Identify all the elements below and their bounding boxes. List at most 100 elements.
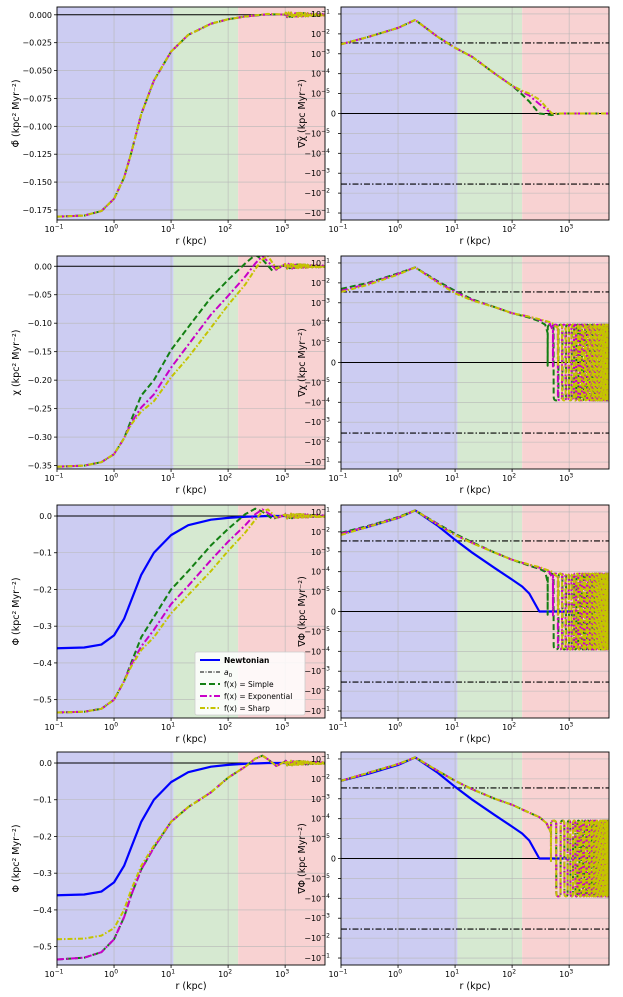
y-axis-label: χ (kpc² Myr⁻²) xyxy=(11,329,22,395)
y-tick-label-base: 10 xyxy=(311,755,321,764)
y-tick-label: −10−3 xyxy=(304,168,330,179)
x-tick-label-base: 10 xyxy=(104,723,114,732)
x-tick-label: 100 xyxy=(388,473,402,484)
y-tick-label-exp: −1 xyxy=(321,257,330,264)
plot-frame xyxy=(56,504,326,719)
x-tick-label: 102 xyxy=(218,473,232,484)
y-tick-label-exp: −1 xyxy=(321,506,330,513)
y-tick-label: −0.1 xyxy=(33,796,52,805)
y-tick-label-base: −10 xyxy=(304,438,321,447)
plot-frame xyxy=(340,504,610,719)
y-tick-label: −10−4 xyxy=(304,893,330,904)
x-tick-label: 10−1 xyxy=(328,473,347,484)
x-tick-label-exp: 2 xyxy=(228,969,232,976)
y-tick-label: 0.0 xyxy=(39,512,52,521)
x-tick-label: 10−1 xyxy=(44,969,63,980)
region-outer xyxy=(238,752,325,965)
y-tick-label: 10−4 xyxy=(311,68,330,79)
x-tick-label: 101 xyxy=(445,969,459,980)
x-tick-label-base: 10 xyxy=(388,723,398,732)
y-tick-label: −0.1 xyxy=(33,549,52,558)
y-tick-label-exp: −2 xyxy=(321,28,330,35)
y-tick-label-exp: −5 xyxy=(321,377,330,384)
x-tick-label-base: 10 xyxy=(445,723,455,732)
y-tick-label-exp: −4 xyxy=(321,646,330,653)
plot-frame xyxy=(340,751,610,966)
y-tick-label-base: 10 xyxy=(311,588,321,597)
x-tick-label: 10−1 xyxy=(44,473,63,484)
x-tick-label-exp: 1 xyxy=(455,969,459,976)
x-tick-label: 102 xyxy=(218,224,232,235)
x-tick-label-exp: −1 xyxy=(55,224,64,231)
y-tick-label: −10−2 xyxy=(304,933,330,944)
y-tick-label: −10−3 xyxy=(304,666,330,677)
x-tick-label-exp: 3 xyxy=(285,969,289,976)
y-tick-label: −0.125 xyxy=(22,150,52,159)
x-tick-label: 10−1 xyxy=(328,722,347,733)
y-axis-label: ∇Φ (kpc Myr⁻²) xyxy=(297,823,308,895)
x-tick-label-exp: 2 xyxy=(228,473,232,480)
y-tick-label: −0.3 xyxy=(33,869,52,878)
plot-area xyxy=(57,507,325,714)
y-tick-label-base: 10 xyxy=(311,339,321,348)
x-tick-label-base: 10 xyxy=(104,474,114,483)
y-tick-label: −0.20 xyxy=(27,376,52,385)
x-tick-label-base: 10 xyxy=(275,970,285,979)
y-tick-label-exp: −4 xyxy=(321,893,330,900)
y-tick-label: −0.075 xyxy=(22,94,52,103)
x-tick-label-base: 10 xyxy=(275,225,285,234)
x-axis-label: r (kpc) xyxy=(459,485,490,496)
y-tick-label-exp: −5 xyxy=(321,128,330,135)
y-tick-label-exp: −5 xyxy=(321,873,330,880)
x-tick-label-exp: 1 xyxy=(455,722,459,729)
x-tick-label-exp: 0 xyxy=(398,969,402,976)
x-tick-label: 101 xyxy=(445,224,459,235)
x-tick-label-base: 10 xyxy=(218,723,228,732)
x-tick-label: 100 xyxy=(388,969,402,980)
x-tick-label-base: 10 xyxy=(161,970,171,979)
x-tick-label: 101 xyxy=(161,969,175,980)
x-tick-label-base: 10 xyxy=(44,723,54,732)
y-tick-label: −10−5 xyxy=(304,873,330,884)
x-axis-label: r (kpc) xyxy=(459,981,490,992)
x-tick-label: 103 xyxy=(559,473,573,484)
series-sharp xyxy=(341,509,609,651)
y-tick-label-exp: −5 xyxy=(321,586,330,593)
x-tick-label-base: 10 xyxy=(161,474,171,483)
x-tick-label-base: 10 xyxy=(559,474,569,483)
series-newtonian xyxy=(57,514,325,650)
y-axis-label: Φ (kpc² Myr⁻²) xyxy=(11,577,22,645)
legend-label-simple: f(x) = Simple xyxy=(224,680,274,689)
x-tick-label: 101 xyxy=(445,722,459,733)
y-tick-label-base: 10 xyxy=(311,835,321,844)
y-tick-label-exp: −4 xyxy=(321,317,330,324)
region-inner xyxy=(57,505,174,718)
y-tick-label: 10−2 xyxy=(311,773,330,784)
x-tick-label-base: 10 xyxy=(559,723,569,732)
x-tick-label-base: 10 xyxy=(44,474,54,483)
y-tick-label-base: 10 xyxy=(311,30,321,39)
plot-area xyxy=(341,18,609,185)
plot-frame xyxy=(56,6,326,221)
y-tick-label: −0.5 xyxy=(33,696,52,705)
x-tick-label-base: 10 xyxy=(328,723,338,732)
x-tick-label-exp: 2 xyxy=(228,722,232,729)
x-tick-label: 101 xyxy=(161,224,175,235)
legend-label-sharp: f(x) = Sharp xyxy=(224,704,270,713)
x-tick-label-base: 10 xyxy=(328,474,338,483)
y-tick-label: 10−5 xyxy=(311,88,330,99)
y-tick-label: −0.100 xyxy=(22,122,52,131)
x-tick-label: 10−1 xyxy=(44,722,63,733)
y-tick-label-exp: −3 xyxy=(321,666,330,673)
series-sharp xyxy=(341,266,609,402)
y-tick-label-base: −10 xyxy=(304,874,321,883)
y-tick-label-base: −10 xyxy=(304,209,321,218)
y-tick-label-exp: −3 xyxy=(321,417,330,424)
y-tick-label: −0.025 xyxy=(22,39,52,48)
y-tick-label-base: 10 xyxy=(311,508,321,517)
y-tick-label: 10−5 xyxy=(311,833,330,844)
y-tick-label: 0 xyxy=(331,359,336,368)
y-tick-label-base: −10 xyxy=(304,954,321,963)
x-tick-label-exp: 0 xyxy=(114,969,118,976)
y-tick-label-base: −10 xyxy=(304,934,321,943)
